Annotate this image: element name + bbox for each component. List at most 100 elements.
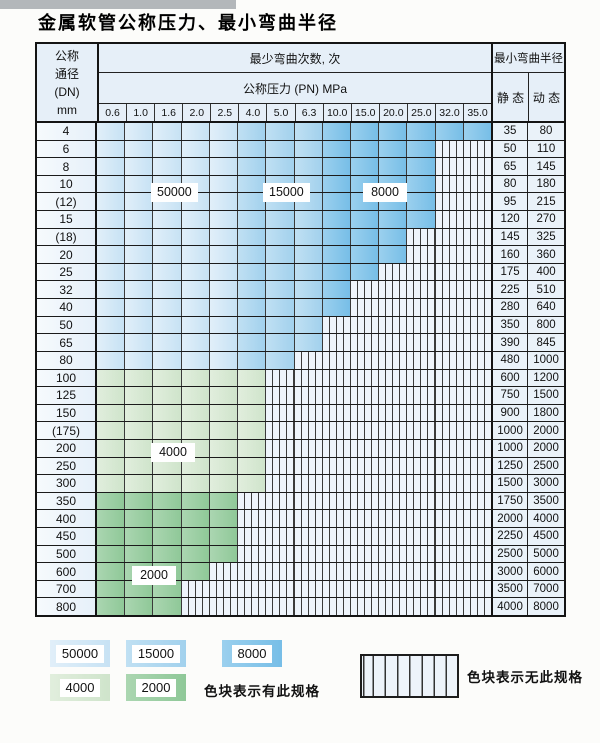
spec-cell — [266, 123, 295, 140]
no-spec-cell — [322, 334, 351, 351]
no-spec-cell — [322, 510, 351, 528]
spec-cell — [238, 422, 267, 439]
spec-cell — [125, 475, 154, 492]
no-spec-cell — [322, 580, 351, 598]
pressure-col-header: 10.0 — [323, 104, 352, 121]
static-radius-cell: 145 — [493, 228, 529, 246]
no-spec-cell — [435, 528, 464, 545]
no-spec-cell — [435, 246, 464, 263]
dynamic-radius-cell: 4500 — [528, 528, 565, 545]
table-row: 100 600 1200 — [37, 369, 565, 388]
spec-cell — [379, 246, 408, 263]
spec-cell — [322, 158, 351, 175]
table-row: 25 175 400 — [37, 263, 565, 282]
table-row: 32 225 510 — [37, 281, 565, 300]
spec-cell — [181, 140, 210, 158]
spec-cell — [153, 246, 182, 263]
spec-cell — [209, 510, 239, 528]
dn-cell: 40 — [37, 299, 97, 316]
spec-cell — [97, 351, 126, 369]
spec-cell — [97, 316, 126, 334]
pressure-col-header: 6.3 — [295, 104, 324, 121]
spec-cell — [209, 193, 239, 211]
no-spec-cell — [322, 351, 351, 369]
no-spec-cell — [294, 510, 323, 528]
spec-cell — [209, 123, 239, 140]
no-spec-cell — [294, 351, 323, 369]
spec-cell — [97, 175, 126, 193]
spec-cell — [209, 246, 239, 263]
spec-cell — [181, 211, 210, 228]
no-spec-cell — [350, 299, 380, 316]
region-count-label: 8000 — [363, 183, 407, 202]
no-spec-cell — [435, 281, 464, 299]
static-radius-cell: 480 — [493, 351, 529, 369]
spec-cell — [350, 158, 380, 175]
no-spec-cell — [407, 369, 436, 387]
no-spec-cell — [379, 369, 408, 387]
no-spec-cell — [322, 369, 351, 387]
table-row: 4 35 80 — [37, 123, 565, 141]
spec-cell — [209, 475, 239, 492]
dn-cell: 350 — [37, 492, 97, 510]
spec-cell — [209, 404, 239, 422]
spec-cell — [125, 175, 154, 193]
no-spec-cell — [379, 580, 408, 598]
dn-cell: 10 — [37, 175, 97, 193]
no-spec-cell — [435, 475, 464, 492]
table-row: 800 4000 8000 — [37, 598, 565, 616]
spec-cell — [238, 228, 267, 246]
no-spec-cell — [407, 316, 436, 334]
no-spec-cell — [435, 580, 464, 598]
spec-cell — [266, 211, 295, 228]
dn-cell: 65 — [37, 334, 97, 351]
bend-count-title: 最少弯曲次数, 次 — [99, 44, 491, 73]
spec-cell — [97, 563, 126, 580]
no-spec-cell — [266, 563, 295, 580]
no-spec-hatch-sample — [360, 654, 459, 698]
no-spec-cell — [379, 387, 408, 404]
spec-cell — [125, 387, 154, 404]
no-spec-cell — [238, 510, 267, 528]
spec-cell — [350, 228, 380, 246]
legend-swatch-label: 2000 — [135, 678, 177, 697]
no-spec-cell — [463, 263, 494, 281]
no-spec-cell — [379, 422, 408, 439]
dynamic-radius-cell: 1800 — [528, 404, 565, 422]
bend-count-section-header: 最少弯曲次数, 次 公称压力 (PN) MPa 0.6 1.0 1.6 2.0 2.5 4… — [99, 44, 493, 121]
static-radius-cell: 120 — [493, 211, 529, 228]
spec-cell — [181, 545, 210, 563]
dn-cell: 800 — [37, 598, 97, 616]
spec-cell — [153, 369, 182, 387]
dn-cell: 4 — [37, 123, 97, 140]
static-radius-cell: 1000 — [493, 439, 529, 457]
no-spec-cell — [435, 228, 464, 246]
spec-cell — [181, 475, 210, 492]
dynamic-radius-cell: 4000 — [528, 510, 565, 528]
no-spec-cell — [350, 580, 380, 598]
spec-cell — [97, 528, 126, 545]
spec-cell — [209, 211, 239, 228]
spec-cell — [181, 246, 210, 263]
spec-cell — [407, 211, 436, 228]
spec-cell — [209, 387, 239, 404]
no-spec-cell — [266, 387, 295, 404]
no-spec-cell — [407, 387, 436, 404]
no-spec-cell — [463, 316, 494, 334]
dynamic-radius-cell: 3000 — [528, 475, 565, 492]
dn-cell: 150 — [37, 404, 97, 422]
spec-cell — [181, 334, 210, 351]
no-spec-cell — [238, 492, 267, 510]
no-spec-cell — [407, 299, 436, 316]
no-spec-cell — [238, 563, 267, 580]
no-spec-cell — [407, 263, 436, 281]
spec-cell — [238, 369, 267, 387]
table-row: 50 350 800 — [37, 316, 565, 335]
spec-cell — [181, 123, 210, 140]
region-count-label: 50000 — [151, 183, 198, 202]
spec-cell — [266, 263, 295, 281]
spec-cell — [97, 387, 126, 404]
dynamic-radius-cell: 360 — [528, 246, 565, 263]
legend-swatch: 50000 — [50, 640, 110, 667]
no-spec-cell — [435, 439, 464, 457]
